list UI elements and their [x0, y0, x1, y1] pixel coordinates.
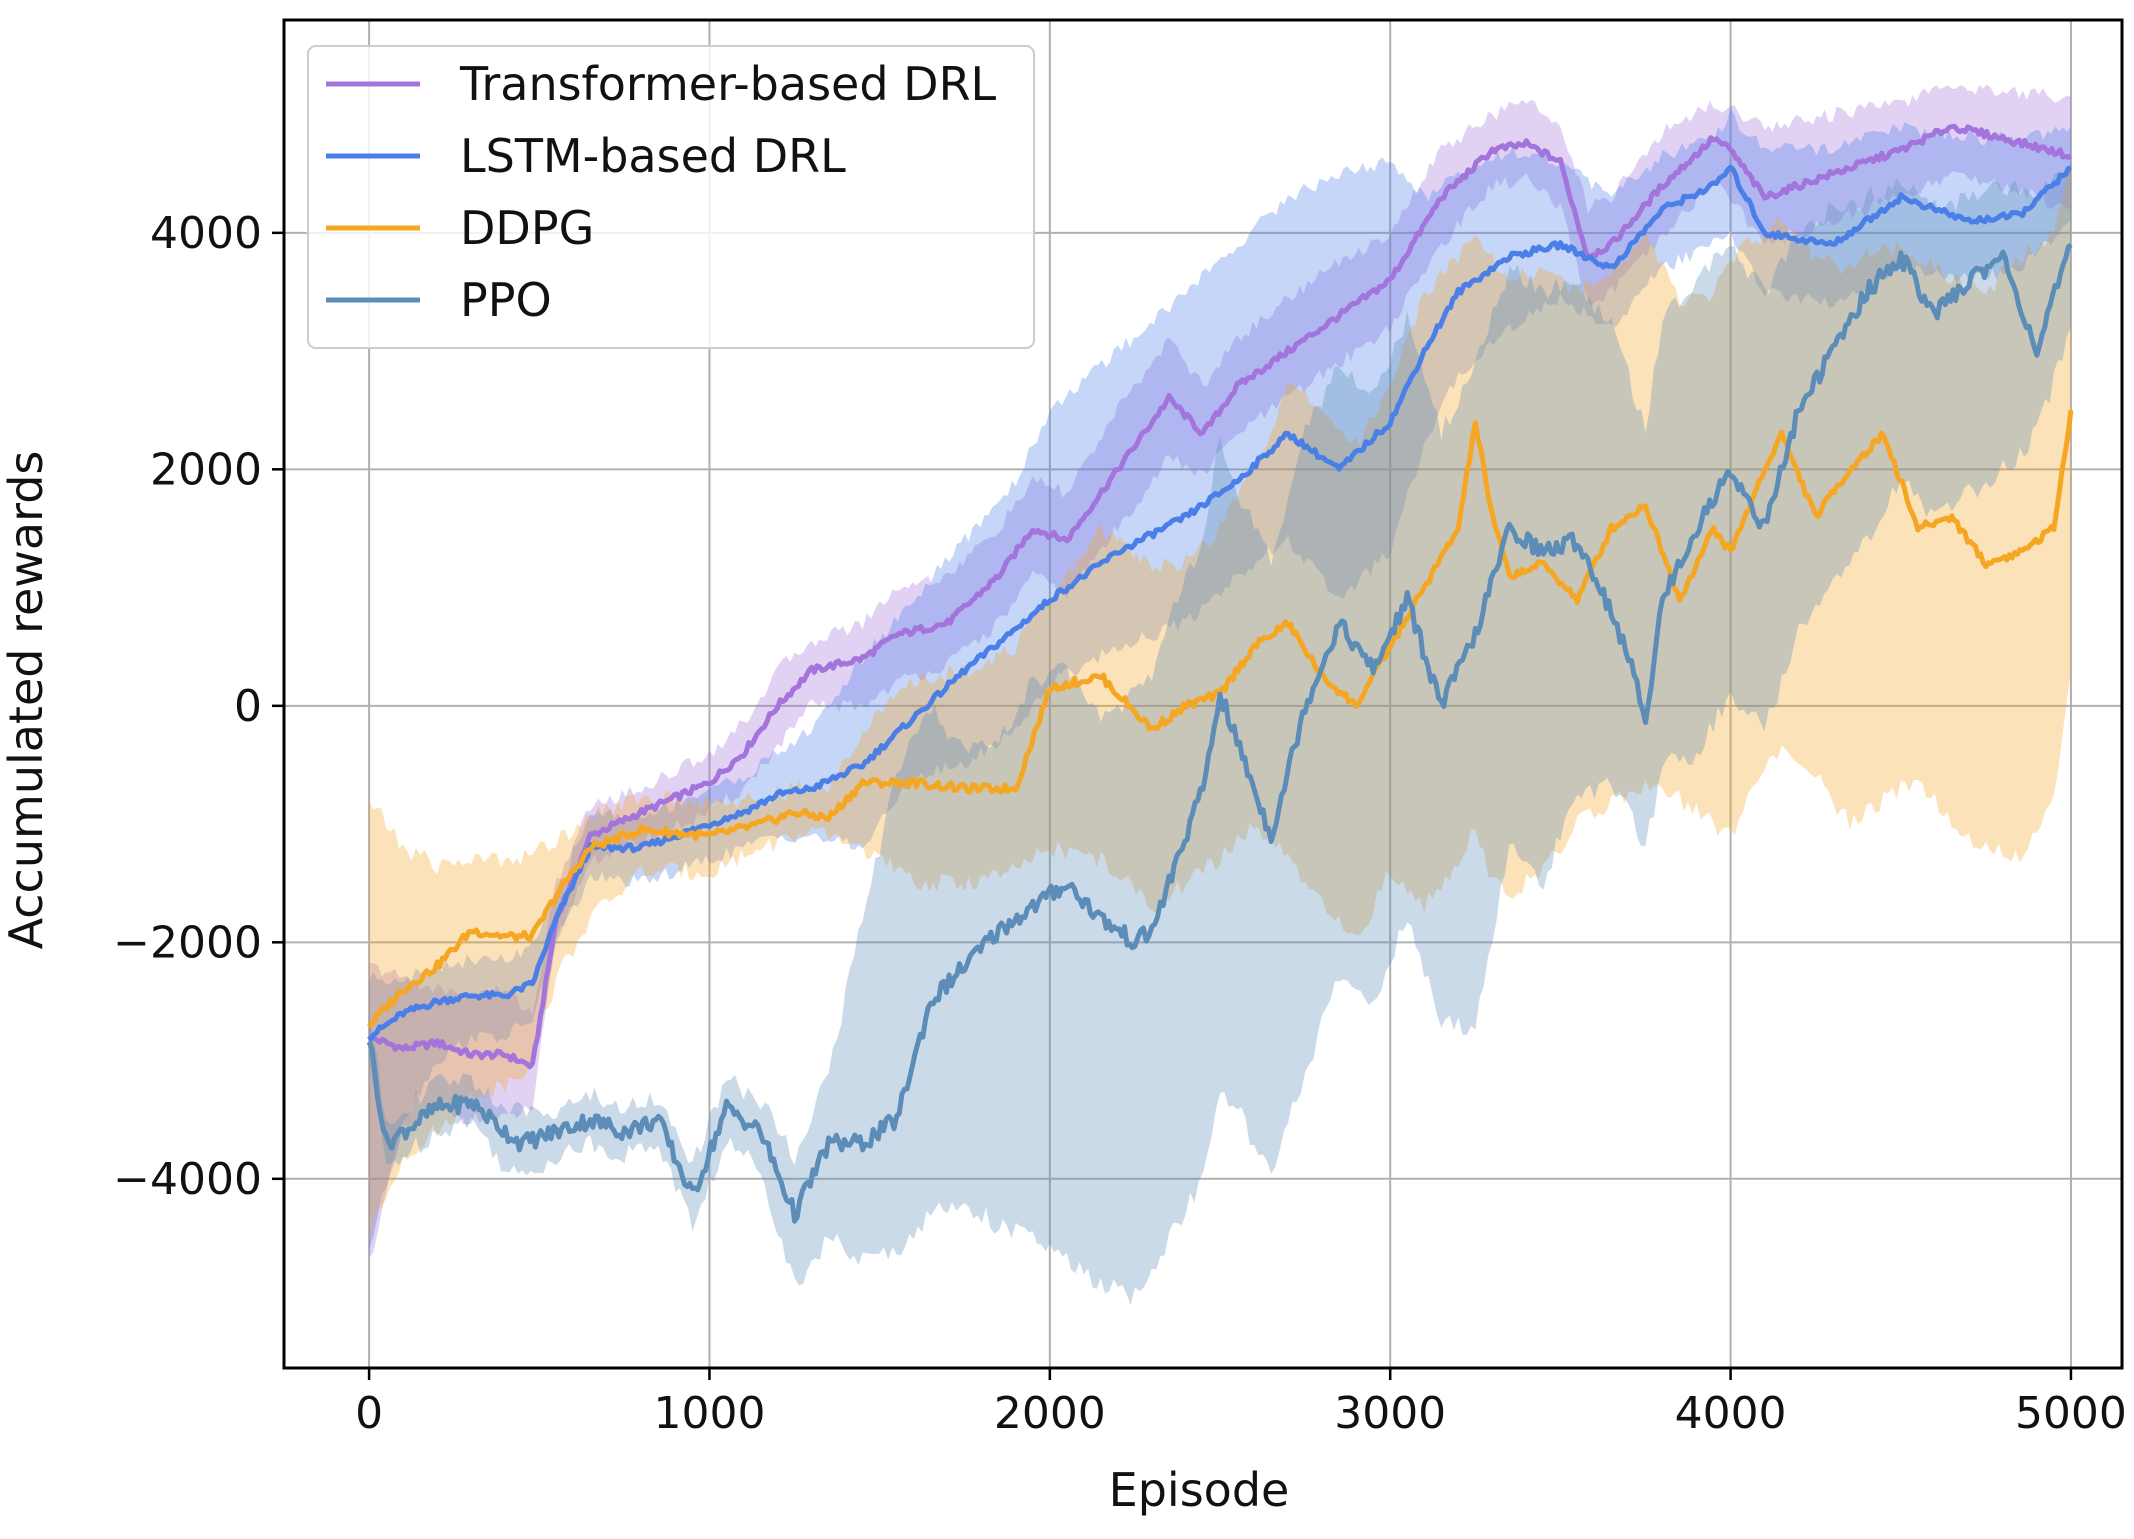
x-tick-label: 0 [355, 1388, 383, 1439]
y-tick-label: 4000 [150, 208, 262, 259]
x-tick-label: 3000 [1334, 1388, 1446, 1439]
band-ppo [369, 161, 2071, 1306]
y-tick-label: 0 [234, 681, 262, 732]
legend-box [307, 45, 1035, 349]
line-lstm-based-drl [367, 164, 2072, 1042]
line-ddpg [367, 409, 2074, 1029]
line-ppo [366, 242, 2073, 1224]
line-transformer-based-drl [367, 123, 2073, 1070]
plot-frame [282, 18, 2124, 1370]
y-tick-label: −4000 [113, 1154, 262, 1205]
axes [282, 18, 2124, 1370]
ticks: 0 1000 2000 3000 4000 5000 −4000 −2000 0 2000 4000 [113, 208, 2127, 1439]
y-axis-label: Accumulated rewards [0, 451, 53, 950]
legend-label: LSTM-based DRL [460, 129, 846, 183]
x-tick-label: 2000 [994, 1388, 1106, 1439]
series-lines [366, 123, 2074, 1224]
band-lstm-based-drl [369, 107, 2071, 1251]
x-tick-label: 1000 [653, 1388, 765, 1439]
x-tick-label: 5000 [2015, 1388, 2127, 1439]
legend-label: DDPG [460, 201, 594, 255]
x-axis-label: Episode [1109, 1463, 1290, 1517]
y-tick-label: 2000 [150, 444, 262, 495]
legend: Transformer-based DRL LSTM-based DRL DDPG P… [307, 45, 1035, 349]
x-tick-label: 4000 [1675, 1388, 1787, 1439]
legend-label: Transformer-based DRL [459, 57, 997, 111]
y-tick-label: −2000 [113, 917, 262, 968]
legend-label: PPO [460, 273, 552, 327]
